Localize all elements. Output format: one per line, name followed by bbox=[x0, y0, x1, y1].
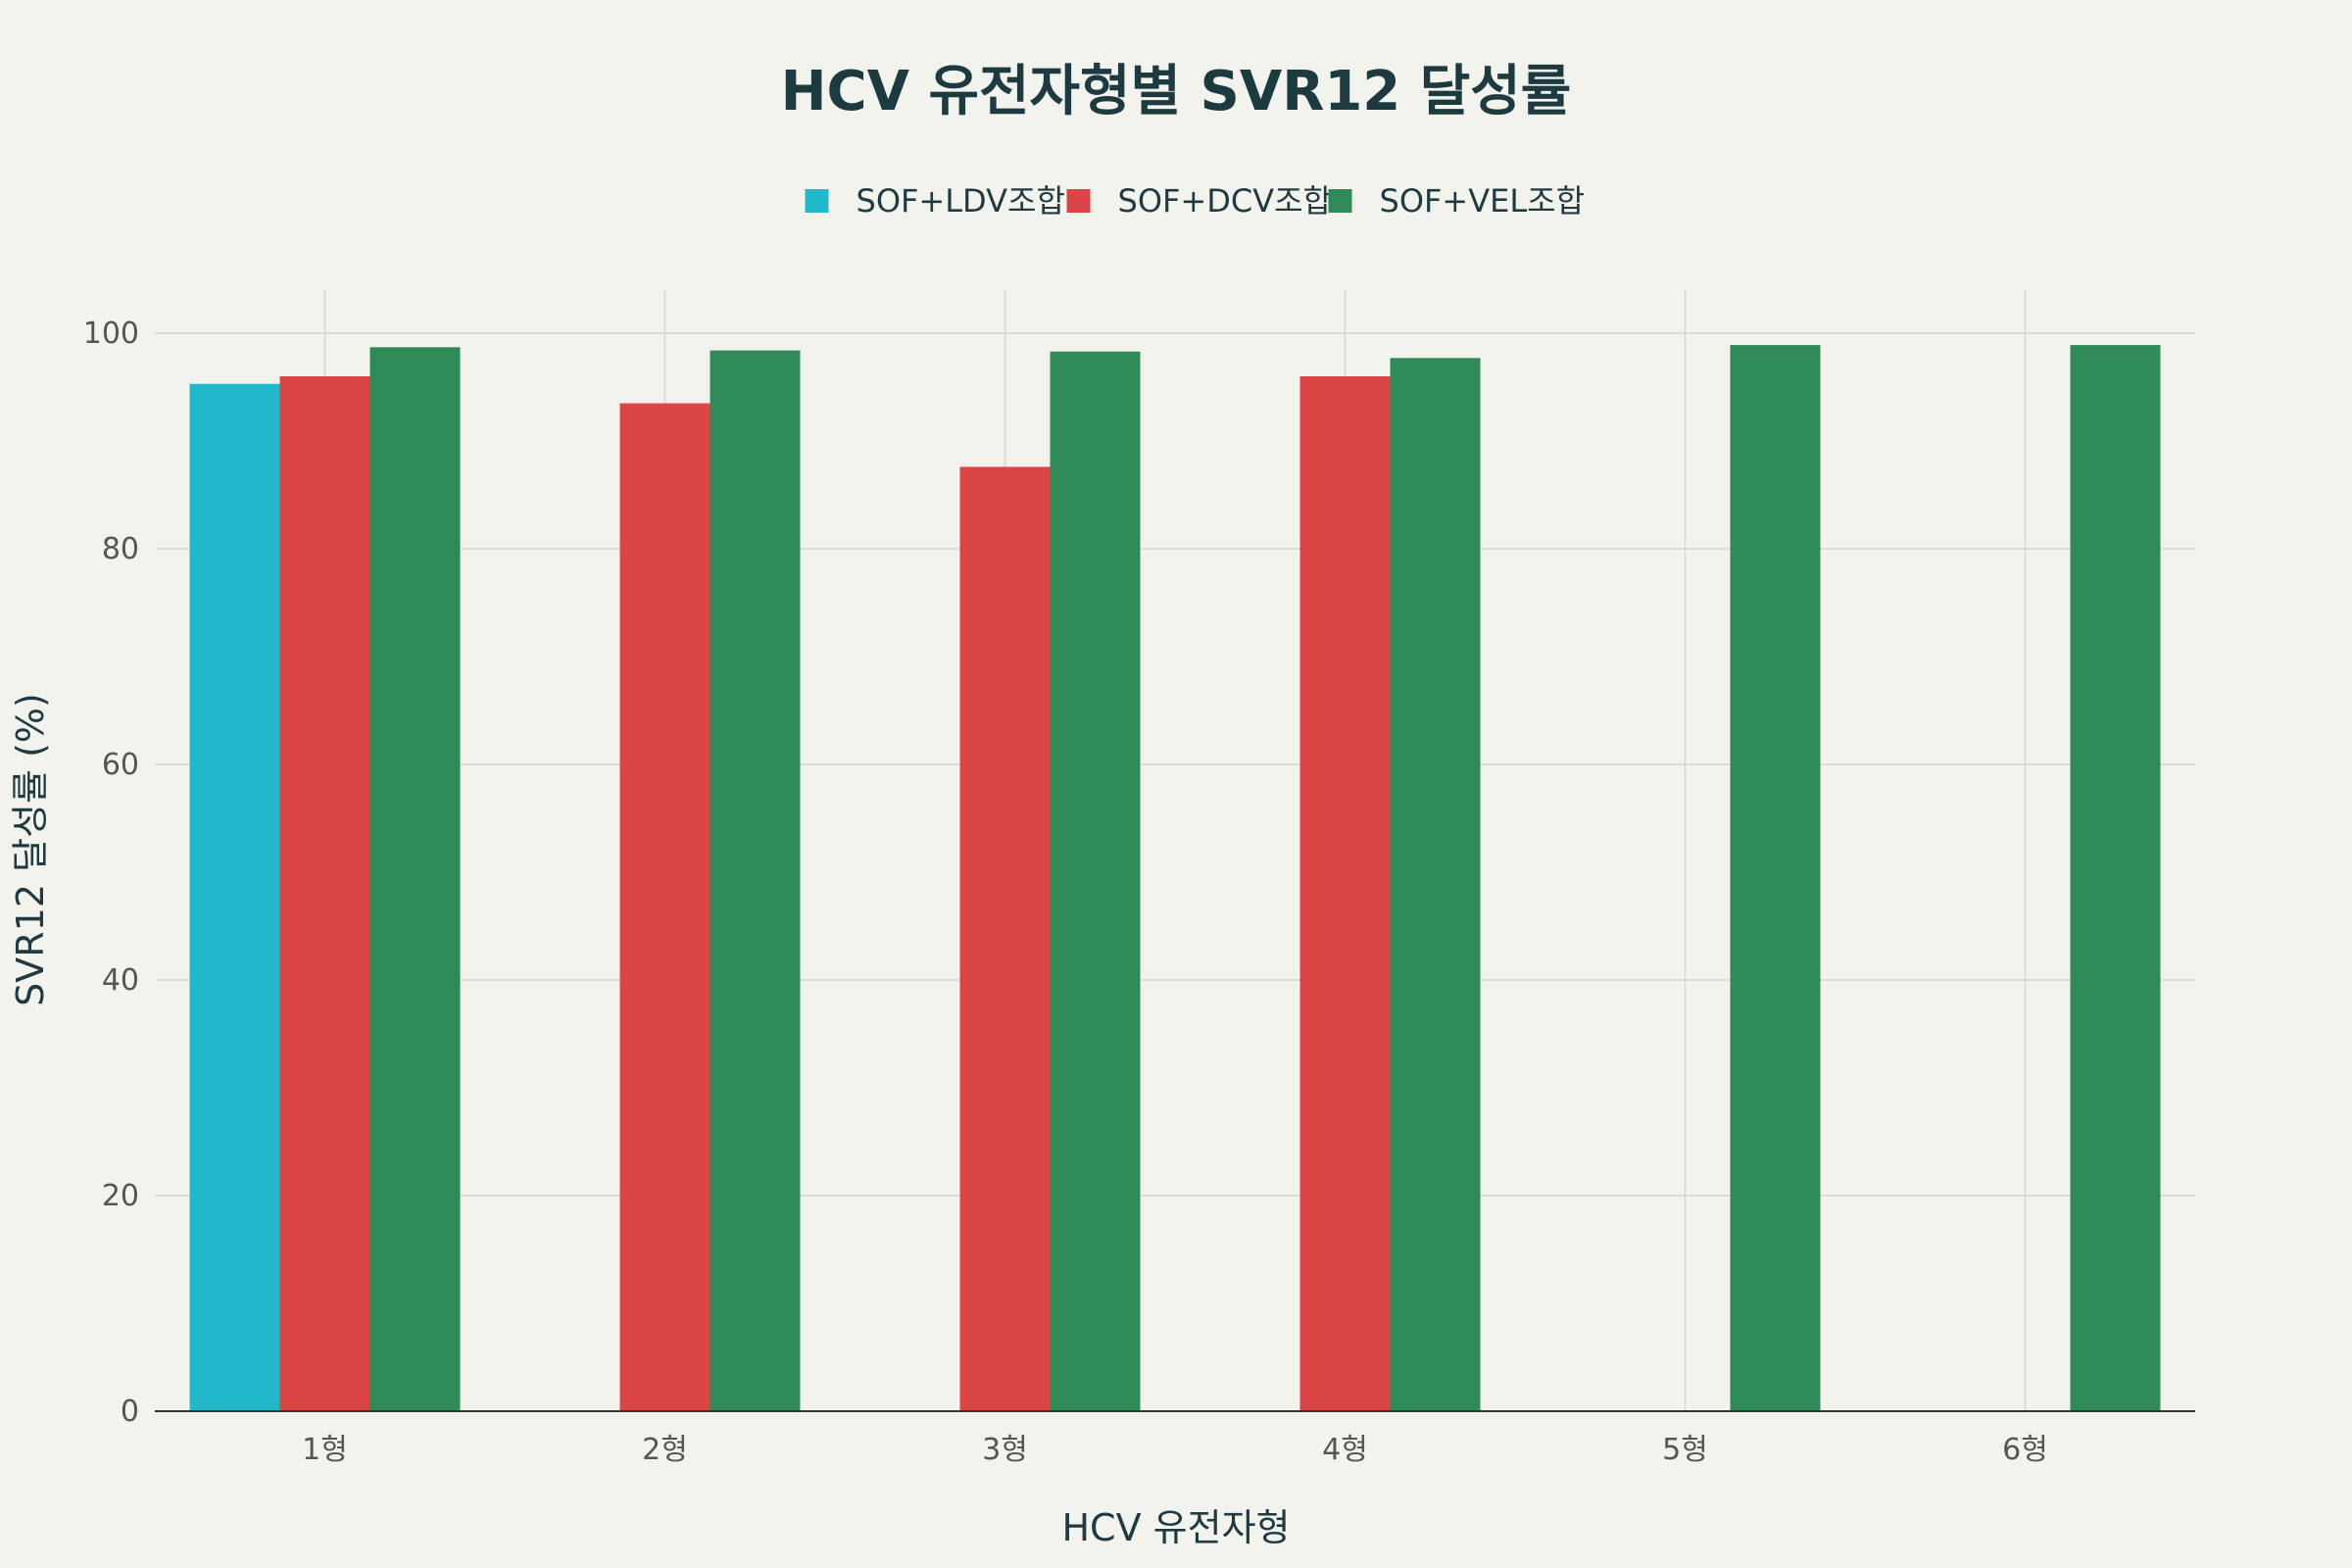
x-tick-label: 4형 bbox=[1322, 1433, 1368, 1467]
y-tick-label: 0 bbox=[121, 1395, 139, 1429]
axes: 0 20 40 60 80 100 1형 2형 3형 4형 5형 6형 bbox=[83, 317, 2195, 1467]
bar-2-4 bbox=[1299, 376, 1391, 1411]
legend: SOF+LDV조합 SOF+DCV조합 SOF+VEL조합 bbox=[805, 182, 1586, 220]
x-tick-label: 5형 bbox=[1662, 1433, 1708, 1467]
bar-3-3 bbox=[1050, 351, 1141, 1412]
x-tick-label: 6형 bbox=[2002, 1433, 2048, 1467]
legend-swatch-3 bbox=[1328, 189, 1352, 213]
x-tick-label: 2형 bbox=[642, 1433, 688, 1467]
bar-3-6 bbox=[2070, 345, 2161, 1412]
y-tick-label: 100 bbox=[83, 317, 139, 351]
legend-label-1: SOF+LDV조합 bbox=[857, 182, 1065, 220]
y-tick-label: 60 bbox=[102, 748, 139, 782]
chart-title: HCV 유전자형별 SVR12 달성률 bbox=[781, 60, 1572, 123]
legend-label-2: SOF+DCV조합 bbox=[1118, 182, 1332, 220]
bar-2-3 bbox=[959, 466, 1051, 1411]
x-axis-title: HCV 유전자형 bbox=[1061, 1506, 1290, 1549]
bar-3-1 bbox=[369, 347, 461, 1411]
bar-3-5 bbox=[1730, 345, 1821, 1412]
legend-swatch-1 bbox=[805, 189, 829, 213]
legend-label-3: SOF+VEL조합 bbox=[1380, 182, 1586, 220]
y-tick-label: 80 bbox=[102, 532, 139, 566]
bar-2-1 bbox=[279, 376, 370, 1411]
legend-swatch-2 bbox=[1066, 189, 1091, 213]
x-tick-label: 1형 bbox=[302, 1433, 348, 1467]
bar-1-1 bbox=[189, 383, 280, 1412]
bar-3-4 bbox=[1390, 358, 1481, 1411]
bar-3-2 bbox=[710, 350, 801, 1412]
bars bbox=[189, 345, 2161, 1412]
y-axis-title: SVR12 달성률 (%) bbox=[9, 693, 52, 1006]
x-tick-label: 3형 bbox=[982, 1433, 1028, 1467]
bar-2-2 bbox=[619, 403, 710, 1411]
grid bbox=[155, 290, 2195, 1411]
y-tick-label: 20 bbox=[102, 1179, 139, 1213]
y-tick-label: 40 bbox=[102, 963, 139, 998]
